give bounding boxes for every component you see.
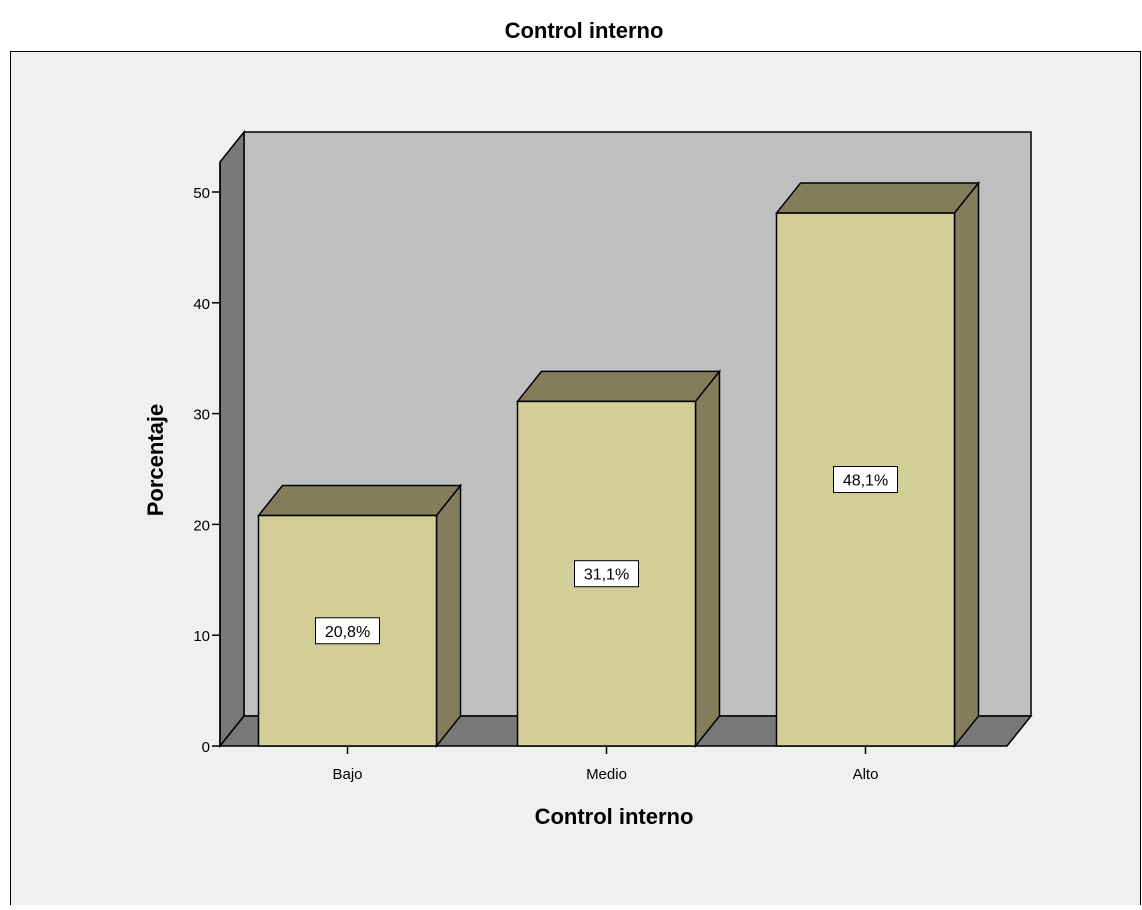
bar-top (256, 484, 463, 517)
y-tick-label: 50 (193, 185, 210, 202)
bar-medio: 31,1% (515, 369, 722, 749)
data-label-box (833, 466, 898, 494)
bar-side (694, 369, 721, 749)
x-axis: Bajo Medio Alto (332, 746, 878, 783)
x-tick-label: Medio (586, 766, 627, 783)
bar-alto: 48,1% (774, 180, 981, 749)
bar-side (953, 180, 980, 749)
bar-top (774, 182, 981, 214)
x-tick-label: Bajo (332, 766, 362, 783)
y-tick-label: 30 (193, 407, 210, 424)
chart-title: Control interno (505, 18, 664, 43)
data-label: 31,1% (584, 567, 629, 584)
y-tick-label: 40 (193, 296, 210, 313)
y-axis: 0 10 20 30 40 50 (193, 162, 221, 756)
y-tick-label: 20 (193, 517, 210, 534)
bar-side (435, 483, 462, 749)
y-tick-label: 10 (193, 628, 210, 645)
x-tick-label: Alto (853, 766, 879, 783)
y-axis-title: Porcentaje (143, 404, 168, 517)
side-wall (219, 129, 245, 749)
data-label-box (315, 617, 380, 645)
bar-bajo: 20,8% (256, 483, 463, 749)
bar-top (515, 370, 722, 403)
x-axis-title: Control interno (535, 804, 694, 829)
bars: 20,8% 31,1% 48,1% (256, 180, 981, 749)
data-label-box (574, 560, 639, 588)
data-label: 20,8% (325, 624, 370, 641)
y-tick-label: 0 (202, 739, 210, 756)
data-label: 48,1% (843, 473, 888, 490)
